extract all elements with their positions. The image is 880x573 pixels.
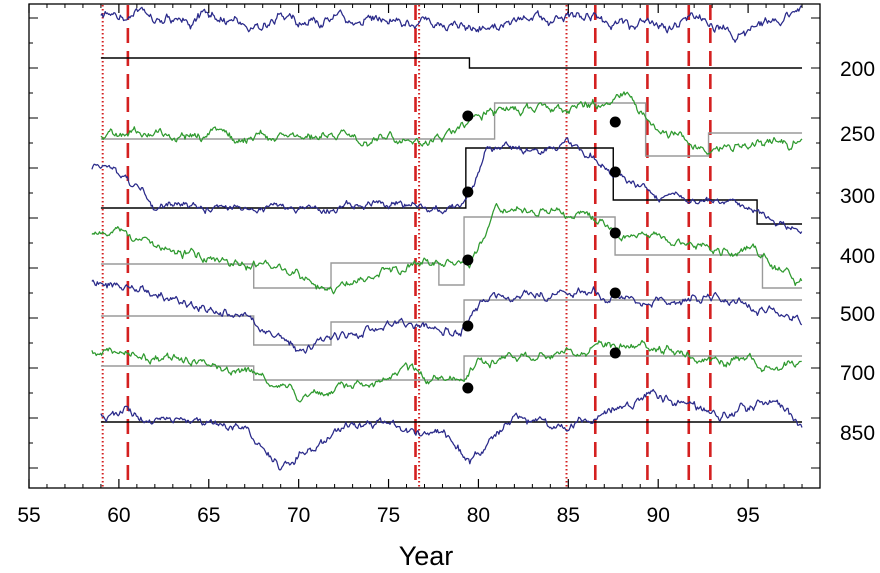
x-tick-label: 85 xyxy=(557,504,580,527)
axis-ticks xyxy=(28,4,820,488)
step-fit-300 xyxy=(100,147,803,225)
level-label-850: 850 xyxy=(840,422,875,445)
change-point-7 xyxy=(609,166,621,178)
series-line-200 xyxy=(100,5,803,43)
event-lines xyxy=(101,5,712,487)
series-line-700 xyxy=(91,339,802,403)
change-point-5 xyxy=(462,382,474,394)
series-line-500 xyxy=(91,279,803,354)
series-line-300 xyxy=(91,137,803,235)
x-tick-label: 75 xyxy=(377,504,400,527)
series-line-850 xyxy=(100,388,803,471)
level-labels: 200 250 300 400 500 700 850 xyxy=(840,58,875,445)
x-axis-title: Year xyxy=(399,541,454,571)
x-tick-label: 80 xyxy=(467,504,490,527)
change-point-1 xyxy=(462,110,474,122)
step-fit-700 xyxy=(100,355,803,381)
step-fits xyxy=(100,57,803,423)
x-tick-label: 60 xyxy=(107,504,130,527)
level-label-700: 700 xyxy=(840,362,875,385)
level-label-300: 300 xyxy=(840,185,875,208)
x-tick-label: 90 xyxy=(647,504,670,527)
step-fit-400 xyxy=(100,216,803,289)
change-points xyxy=(462,110,621,394)
change-point-6 xyxy=(609,116,621,128)
change-point-3 xyxy=(462,254,474,266)
step-fit-200 xyxy=(100,57,803,69)
x-tick-labels: 55 60 65 70 75 80 85 90 95 xyxy=(17,504,759,527)
x-tick-label: 55 xyxy=(17,504,40,527)
level-label-500: 500 xyxy=(840,303,875,326)
change-point-8 xyxy=(609,227,621,239)
level-label-400: 400 xyxy=(840,245,875,268)
x-tick-label: 65 xyxy=(197,504,220,527)
change-point-4 xyxy=(462,320,474,332)
x-tick-label: 70 xyxy=(287,504,310,527)
series-line-250 xyxy=(100,91,803,155)
level-label-200: 200 xyxy=(840,58,875,81)
change-point-9 xyxy=(609,287,621,299)
change-point-2 xyxy=(462,186,474,198)
x-tick-label: 95 xyxy=(736,504,759,527)
level-label-250: 250 xyxy=(840,123,875,146)
step-fit-250 xyxy=(100,102,803,157)
series-lines xyxy=(91,5,803,471)
step-fit-500 xyxy=(100,299,803,346)
change-point-10 xyxy=(609,347,621,359)
series-line-400 xyxy=(91,202,803,295)
